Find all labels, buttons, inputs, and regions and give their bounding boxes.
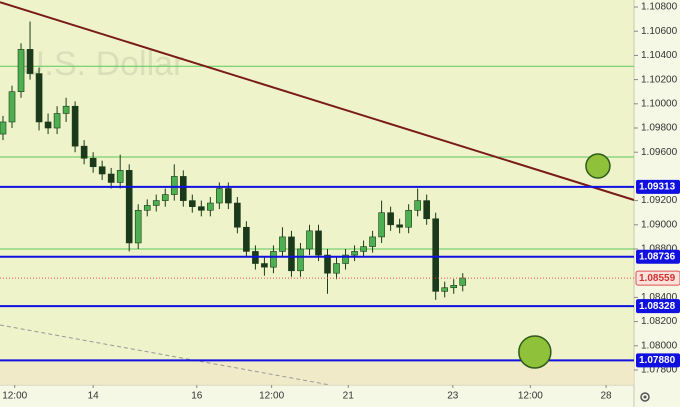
candle-body bbox=[459, 277, 467, 286]
y-tick-label: 1.08800 bbox=[641, 244, 678, 255]
candle-body bbox=[432, 218, 439, 292]
trendline bbox=[0, 1, 635, 201]
candle-body bbox=[80, 145, 88, 159]
x-tick-label: 16 bbox=[191, 391, 203, 402]
y-tick-label: 1.10200 bbox=[641, 74, 678, 85]
candle-body bbox=[98, 166, 106, 175]
candle-body bbox=[62, 105, 70, 114]
candle-body bbox=[234, 202, 241, 228]
candle-body bbox=[134, 209, 142, 244]
marker-circle bbox=[585, 153, 611, 179]
marker-circle bbox=[518, 335, 552, 369]
candle-body bbox=[342, 254, 349, 264]
candle-body bbox=[17, 49, 25, 93]
candle-body bbox=[261, 263, 268, 268]
candle-body bbox=[270, 251, 277, 268]
level-label-box bbox=[636, 249, 680, 264]
x-tick-label: 12:00 bbox=[259, 391, 284, 402]
candle-body bbox=[351, 251, 358, 256]
y-tick-label: 1.08000 bbox=[641, 340, 678, 351]
candle-body bbox=[152, 200, 160, 206]
level-label: 1.09313 bbox=[639, 182, 676, 193]
candle-body bbox=[315, 230, 322, 256]
candle-body bbox=[71, 105, 79, 147]
y-tick-label: 1.10600 bbox=[641, 26, 678, 37]
level-label-box bbox=[636, 299, 680, 314]
candle-body bbox=[225, 188, 232, 204]
candle-body bbox=[107, 173, 115, 183]
y-tick-label: 1.09800 bbox=[641, 123, 678, 134]
candle-body bbox=[360, 246, 367, 252]
y-tick-label: 1.10800 bbox=[641, 2, 678, 13]
x-tick-label: 12:00 bbox=[2, 391, 27, 402]
candle-body bbox=[450, 285, 458, 289]
candle-body bbox=[53, 113, 61, 129]
candle-body bbox=[8, 91, 16, 123]
candle-body bbox=[89, 157, 97, 168]
candle-body bbox=[405, 209, 412, 228]
candle-body bbox=[35, 73, 43, 123]
candle-body bbox=[279, 236, 286, 252]
y-tick-label: 1.09600 bbox=[641, 147, 678, 158]
y-tick-label: 1.07800 bbox=[641, 365, 678, 376]
y-tick-label: 1.08200 bbox=[641, 316, 678, 327]
candle-body bbox=[26, 49, 34, 74]
candle-body bbox=[414, 200, 421, 211]
candle-body bbox=[288, 236, 295, 272]
y-tick-label: 1.09200 bbox=[641, 195, 678, 206]
candle-body bbox=[369, 236, 376, 247]
x-axis-background bbox=[0, 385, 634, 407]
level-label-box bbox=[636, 353, 680, 368]
x-tick-label: 14 bbox=[88, 391, 100, 402]
candle-body bbox=[125, 170, 133, 244]
candle-body bbox=[161, 194, 169, 201]
level-label: 1.08328 bbox=[639, 301, 676, 312]
candle-body bbox=[306, 230, 313, 250]
candle-body bbox=[143, 205, 151, 211]
y-tick-label: 1.10000 bbox=[641, 98, 678, 109]
candle-body bbox=[0, 121, 7, 135]
candle-body bbox=[387, 212, 394, 226]
y-axis-background bbox=[634, 0, 680, 407]
candle-body bbox=[441, 287, 449, 292]
candle-body bbox=[216, 188, 223, 204]
candle-body bbox=[44, 121, 52, 129]
candle-body bbox=[396, 224, 403, 228]
x-tick-label: 21 bbox=[343, 391, 355, 402]
candle-body bbox=[170, 176, 178, 195]
settings-icon[interactable] bbox=[640, 392, 650, 402]
candle-body bbox=[243, 226, 250, 252]
candle-body bbox=[333, 263, 340, 274]
plot-background bbox=[0, 0, 634, 385]
candle-body bbox=[207, 202, 214, 211]
candle-body bbox=[198, 206, 205, 211]
current-price-label: 1.08559 bbox=[639, 273, 676, 284]
y-tick-label: 1.09000 bbox=[641, 219, 678, 230]
candle-body bbox=[378, 212, 385, 238]
level-label-box bbox=[636, 179, 680, 194]
x-tick-label: 28 bbox=[600, 391, 612, 402]
x-tick-label: 23 bbox=[447, 391, 459, 402]
candle-body bbox=[423, 200, 430, 220]
y-tick-label: 1.08400 bbox=[641, 292, 678, 303]
level-label: 1.08736 bbox=[639, 251, 676, 262]
candle-body bbox=[324, 254, 331, 274]
x-tick-label: 12:00 bbox=[518, 391, 543, 402]
watermark: U.S. Dollar bbox=[20, 45, 184, 83]
candle-body bbox=[116, 170, 124, 183]
candle-body bbox=[189, 200, 196, 207]
candle-body bbox=[297, 248, 304, 272]
current-price-box bbox=[635, 270, 680, 286]
candle-body bbox=[179, 176, 187, 201]
y-tick-label: 1.10400 bbox=[641, 50, 678, 61]
level-label: 1.07880 bbox=[639, 355, 676, 366]
